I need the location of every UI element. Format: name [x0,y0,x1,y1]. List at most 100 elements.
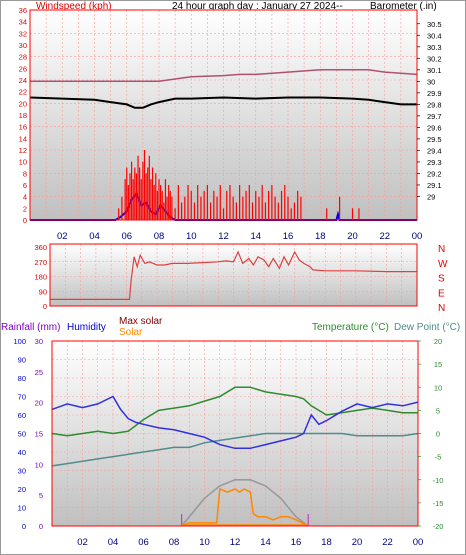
windspeed-tick: 20 [19,99,27,108]
barometer-tick: 29.7 [427,112,442,121]
direction-axis: 360 270 180 90 0 [34,243,47,311]
windspeed-tick: 8 [23,169,27,178]
windspeed-tick: 18 [19,111,27,120]
direction-tick: 90 [39,287,47,296]
panel-wind-x-axis: 02 04 06 08 10 12 14 16 18 20 22 00 [57,231,422,242]
direction-tick: 180 [34,273,47,282]
panel-temperature-x-axis: 02 04 06 08 10 12 14 16 18 20 22 00 [77,537,423,548]
humidity-tick: 80 [18,374,26,383]
graph-title: 24 hour graph day : January 27 2024-- [172,1,343,12]
barometer-tick: 30 [427,77,435,86]
direction-line [50,250,417,300]
humidity-tick: 10 [18,504,26,513]
x-tick: 10 [186,231,197,242]
windspeed-tick: 2 [23,204,27,213]
outdoor_temp-line [51,386,418,437]
x-tick: 08 [169,537,180,548]
x-tick: 12 [218,231,229,242]
temperature-tick: 10 [434,383,442,392]
legend-rainfall: Rainfall (mm) [1,322,60,333]
x-tick: 14 [250,231,261,242]
windspeed-tick: 34 [19,18,27,27]
windspeed-tick: 14 [19,134,27,143]
temperature-tick: -15 [433,499,444,508]
temperature-tick: 20 [434,337,442,346]
windspeed-tick: 30 [19,41,27,50]
windspeed-tick: 26 [19,64,27,73]
x-tick: 22 [382,537,393,548]
humidity-tick: 70 [18,393,26,402]
barometer-tick: 29.5 [427,135,442,144]
x-tick: 10 [199,537,210,548]
barometer-tick: 29.4 [427,146,442,155]
x-tick: 06 [138,537,149,548]
barometer-tick: 29.3 [427,158,442,167]
x-tick: 14 [260,537,271,548]
temperature-tick: -5 [435,453,442,462]
x-tick: 02 [57,231,68,242]
humidity-tick: 20 [18,485,26,494]
compass-label: N [438,303,445,314]
panel-temperature-series [51,386,419,527]
rainfall-axis: 30 25 20 15 10 5 0 [35,337,43,531]
panel-direction-background [50,244,417,306]
solar-line [181,487,309,527]
x-tick: 18 [315,231,326,242]
x-tick: 20 [347,231,358,242]
compass-label: S [438,274,445,285]
x-tick: 12 [230,537,241,548]
panel-direction-frame [49,243,418,307]
x-tick: 22 [379,231,390,242]
rainfall-tick: 25 [35,368,43,377]
windspeed-line [29,96,417,109]
barometer-tick: 30.1 [427,66,442,75]
barometer-tick: 30.5 [427,20,442,29]
direction-tick: 360 [34,243,47,252]
legend-solar: Solar [119,327,143,338]
windspeed-tick: 12 [19,146,27,155]
direction-tick: 270 [34,258,47,267]
barometer-tick: 30.3 [427,43,442,52]
barometer-tick: 30.2 [427,54,442,63]
humidity-tick: 0 [22,522,26,531]
barometer-label: Barometer (.in) [370,1,437,12]
windspeed-tick: 10 [19,158,27,167]
windspeed-tick: 24 [19,76,27,85]
windspeed-label: Windspeed (kph) [36,1,112,12]
dew_point-line [51,432,419,467]
humidity-line [51,395,419,450]
direction-tick: 0 [43,302,47,311]
panel-wind-series [29,69,418,221]
windspeed-tick: 4 [23,193,27,202]
rainfall-tick: 0 [39,522,43,531]
humidity-tick: 30 [18,467,26,476]
windspeed-tick: 22 [19,88,27,97]
humidity-tick: 50 [18,430,26,439]
temperature-tick: 0 [436,430,440,439]
barometer-tick: 29.9 [427,89,442,98]
legend-dew-point: Dew Point (°C) [394,322,460,333]
pressure-line [30,69,418,83]
max_solar-line [180,478,309,527]
x-tick: 18 [321,537,332,548]
compass-label: E [438,288,445,299]
windspeed-tick: 6 [23,181,27,190]
barometer-tick: 29.2 [427,169,442,178]
x-tick: 02 [77,537,88,548]
compass-label: N [438,244,445,255]
humidity-tick: 40 [18,448,26,457]
barometer-tick: 29.1 [427,181,442,190]
rainfall-tick: 5 [39,491,43,500]
legend-temperature: Temperature (°C) [312,322,389,333]
barometer-axis: 30.5 30.4 30.3 30.2 30.1 30 29.9 29.8 29.7 29.6 29… [417,20,442,201]
barometer-tick: 29.8 [427,100,442,109]
temperature-tick: 5 [436,406,440,415]
x-tick: 04 [108,537,119,548]
barometer-tick: 29 [427,192,435,201]
panel-wind-frame [29,9,418,221]
x-tick: 00 [412,231,423,242]
rainfall-tick: 30 [35,337,43,346]
